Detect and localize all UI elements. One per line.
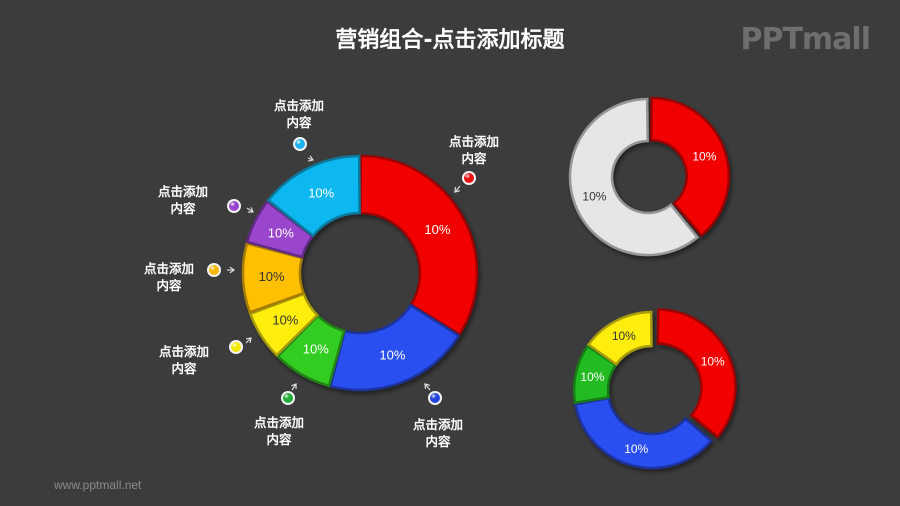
donut-segment-red[interactable]: 10%: [656, 308, 737, 439]
segment-value-label: 10%: [692, 149, 716, 163]
segment-value-label: 10%: [308, 185, 334, 200]
small-donut-chart-top: 10% 10%: [568, 96, 731, 257]
main-donut-chart: 10% 10% 10% 10% 10% 10% 10%: [241, 154, 479, 392]
callout-line1: 点击添加: [412, 417, 463, 432]
callout-markers: [207, 137, 476, 405]
callout-marker-red-icon: [454, 171, 476, 193]
callout-label-purple[interactable]: 点击添加 内容: [138, 183, 228, 217]
callout-line2: 内容: [170, 201, 196, 216]
donut-segment-purple[interactable]: 10%: [245, 199, 315, 259]
segment-value-label: 10%: [624, 442, 648, 456]
donut-segment-red[interactable]: 10%: [649, 96, 731, 237]
donut-segment-blue[interactable]: 10%: [328, 303, 461, 392]
callout-label-green[interactable]: 点击添加 内容: [234, 414, 324, 448]
callout-label-yellow[interactable]: 点击添加 内容: [139, 343, 229, 377]
segment-value-label: 10%: [580, 370, 604, 384]
donut-segment-blue[interactable]: 10%: [573, 396, 713, 470]
callout-line1: 点击添加: [143, 261, 194, 276]
callout-label-blue[interactable]: 点击添加 内容: [393, 416, 483, 450]
callout-line2: 内容: [266, 432, 292, 447]
brand-logo: PPTmall: [740, 22, 871, 57]
segment-value-label: 10%: [424, 222, 450, 237]
callout-marker-purple-icon: [227, 199, 254, 213]
segment-value-label: 10%: [379, 347, 405, 362]
callout-line1: 点击添加: [273, 98, 324, 113]
segment-value-label: 10%: [303, 342, 329, 357]
donut-segment-green[interactable]: 10%: [572, 344, 618, 405]
callout-line2: 内容: [461, 151, 487, 166]
callout-label-cyan[interactable]: 点击添加 内容: [254, 97, 344, 131]
segment-value-label: 10%: [582, 189, 606, 203]
donut-segment-gray[interactable]: 10%: [568, 97, 700, 257]
segment-value-label: 10%: [272, 313, 298, 328]
segment-value-label: 10%: [701, 355, 725, 369]
donut-segment-yellow[interactable]: 10%: [586, 310, 653, 367]
donut-segment-cyan[interactable]: 10%: [266, 154, 361, 238]
footer-url: www.pptmall.net: [54, 478, 142, 492]
segment-value-label: 10%: [259, 269, 285, 284]
callout-label-red[interactable]: 点击添加 内容: [429, 133, 519, 167]
callout-marker-cyan-icon: [293, 137, 314, 162]
small-donut-chart-bottom: 10% 10% 10% 10%: [572, 308, 737, 470]
segment-value-label: 10%: [268, 226, 294, 241]
callout-line1: 点击添加: [253, 415, 304, 430]
page-title: 营销组合-点击添加标题: [335, 28, 565, 53]
callout-line2: 内容: [425, 434, 451, 449]
donut-segment-red[interactable]: 10%: [359, 154, 479, 337]
callout-marker-yellow-icon: [229, 337, 252, 354]
callout-marker-green-icon: [281, 383, 297, 405]
callout-line1: 点击添加: [157, 184, 208, 199]
donut-segment-yellow[interactable]: 10%: [248, 292, 320, 357]
callout-line2: 内容: [156, 278, 182, 293]
donut-segment-green[interactable]: 10%: [276, 313, 346, 388]
callout-line1: 点击添加: [448, 134, 499, 149]
callout-line1: 点击添加: [158, 344, 209, 359]
callout-marker-blue-icon: [424, 383, 442, 405]
callout-label-orange[interactable]: 点击添加 内容: [124, 260, 214, 294]
callout-line2: 内容: [171, 361, 197, 376]
callout-marker-orange-icon: [207, 263, 236, 277]
segment-value-label: 10%: [612, 329, 636, 343]
callout-line2: 内容: [286, 115, 312, 130]
donut-segment-orange[interactable]: 10%: [241, 241, 306, 314]
